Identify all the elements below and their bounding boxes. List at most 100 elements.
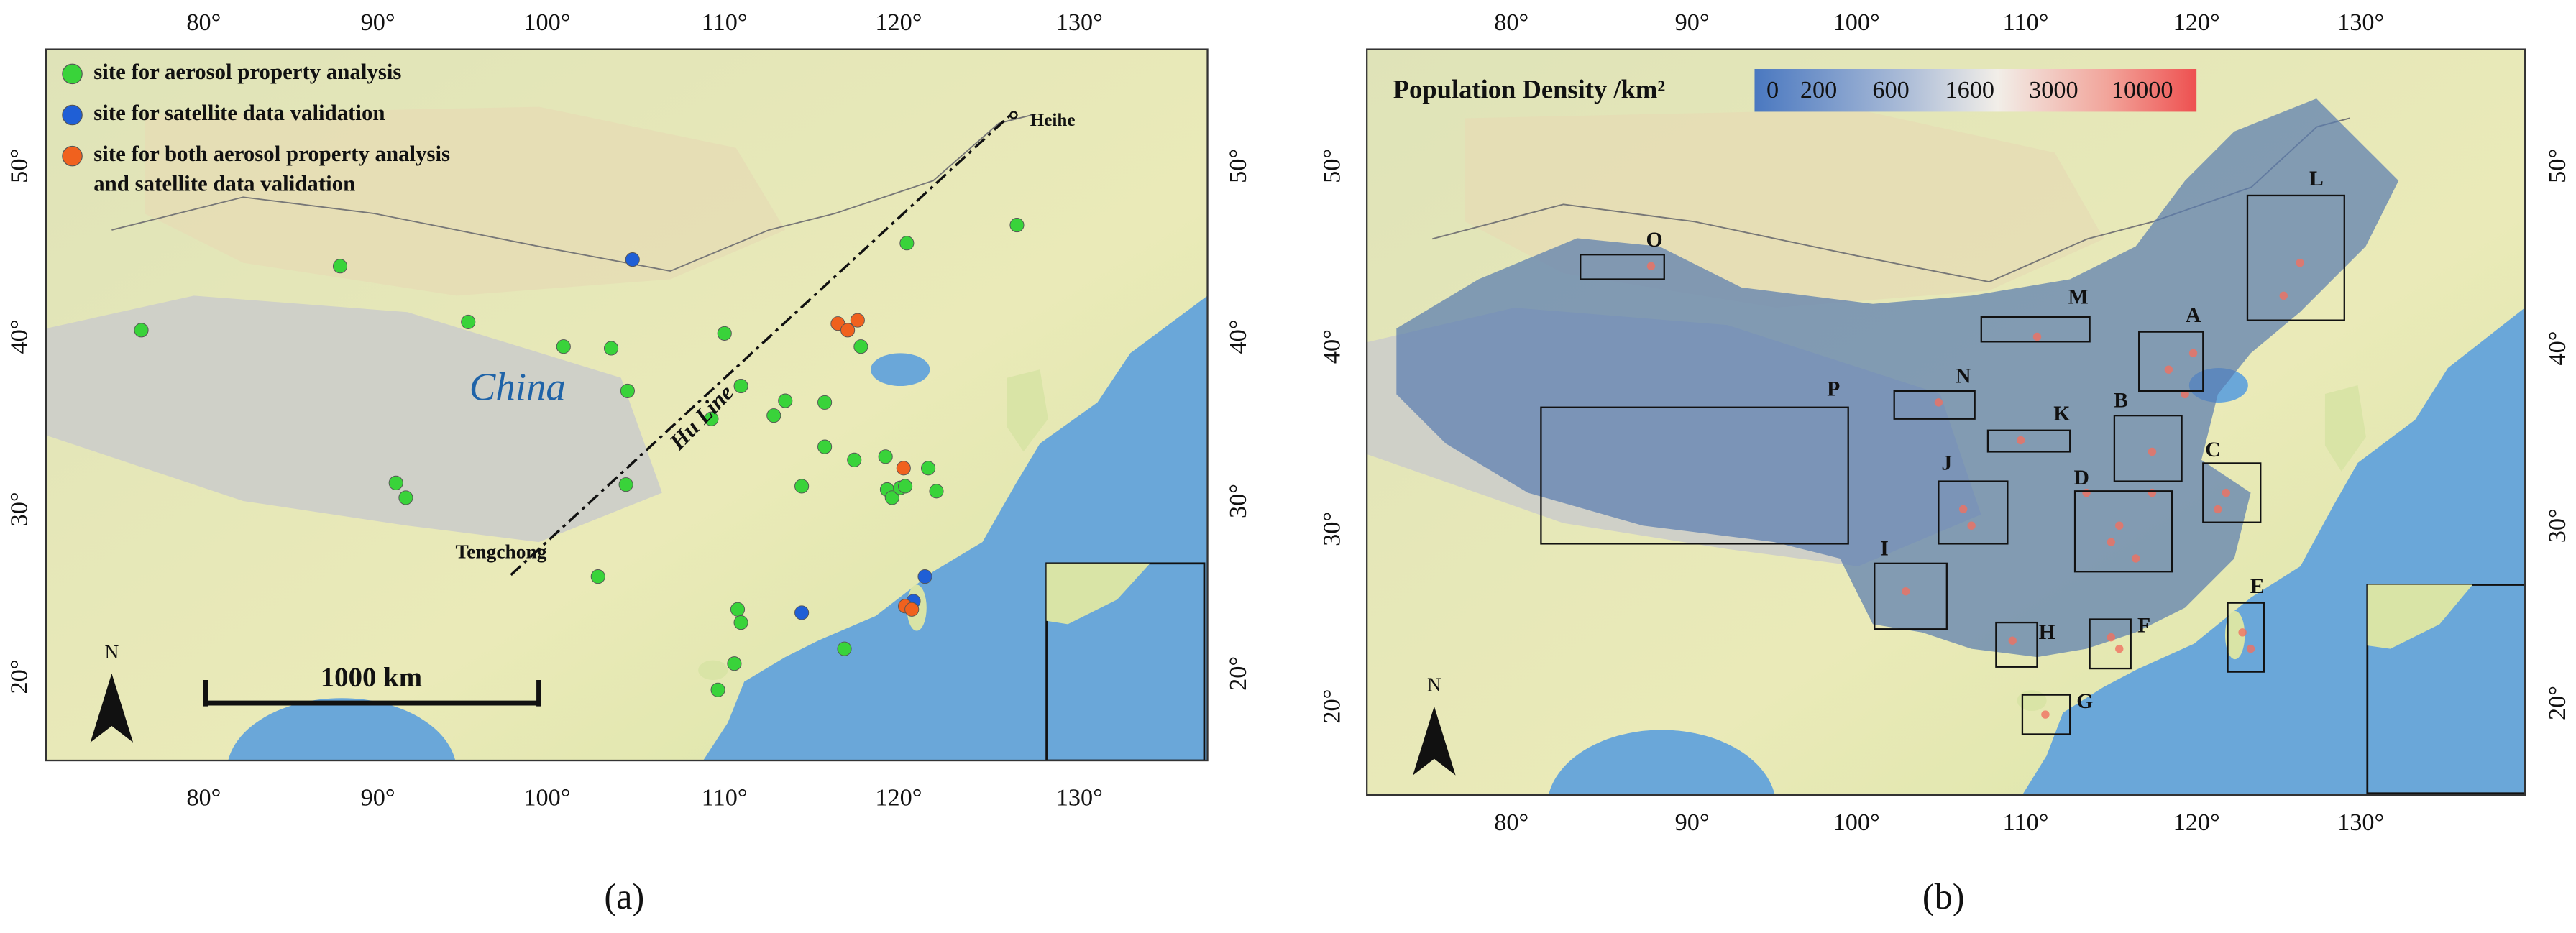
region-label: G [2076,690,2093,713]
caption: (a) [604,876,644,916]
lon-tick-label: 130° [2337,9,2384,36]
lat-tick-label: 20° [1318,689,1345,724]
country-label: China [469,364,566,408]
site-marker [837,641,852,656]
site-marker [590,569,605,584]
compass-label: N [1427,674,1441,695]
legend-label: site for aerosol property analysis [93,60,401,84]
density-hotspot [2041,710,2050,719]
colorbar-title: Population Density /km² [1393,74,1666,104]
lon-tick-label: 110° [2003,9,2049,36]
lon-tick-label: 80° [1494,809,1528,836]
lat-tick-label: 30° [1224,484,1252,518]
density-hotspot [2181,390,2189,399]
density-hotspot [2246,644,2255,653]
colorbar-tick-label: 0 [1766,76,1779,104]
region-label: C [2205,438,2220,461]
density-hotspot [2115,644,2124,653]
panel-b-frame [1366,48,2526,796]
region-box [1893,390,1976,420]
density-hotspot [2016,436,2025,445]
colorbar-tick-label: 600 [1872,76,1909,104]
site-marker [704,411,719,426]
region-label: E [2250,575,2265,598]
region-box [2227,602,2265,673]
lon-tick-label: 120° [2173,9,2220,36]
site-marker [794,479,810,494]
lon-tick-label: 100° [523,784,570,812]
site-marker [896,461,911,476]
region-box [2073,490,2173,573]
lon-tick-label: 110° [2003,809,2049,836]
region-label: H [2039,621,2055,644]
lat-tick-label: 50° [6,149,33,183]
site-marker [332,259,348,274]
lon-tick-label: 120° [875,784,922,812]
inset-land [2367,584,2473,649]
region-label: P [1827,378,1840,401]
lat-tick-label: 50° [1318,149,1345,183]
place-label: Heihe [1030,111,1076,130]
site-marker [884,490,899,505]
lat-tick-label: 30° [6,492,33,526]
site-marker [730,602,746,617]
lon-tick-label: 120° [2173,809,2220,836]
site-marker [878,449,893,464]
lon-tick-label: 80° [186,9,221,36]
site-marker [847,452,862,467]
region-box [1986,429,2071,453]
colorbar [1754,69,2197,112]
lat-tick-label: 50° [1224,149,1252,183]
region-box [1995,621,2038,668]
site-marker [710,682,725,697]
density-hotspot [2148,447,2157,456]
panel-b-map: Population Density /km² 0 200 600 1600 3000 10… [1367,49,2526,796]
density-hotspot [2148,488,2157,497]
region-label: D [2073,466,2089,490]
caption: (b) [1922,876,1965,916]
site-marker [794,605,810,620]
scale-label: 1000 km [321,662,422,693]
site-marker [388,475,403,490]
region-label: K [2053,403,2070,426]
lat-tick-label: 40° [2544,331,2571,365]
region-box [2138,331,2204,392]
region-label: B [2114,390,2128,413]
lon-tick-label: 80° [186,784,221,812]
site-marker [817,395,833,410]
region-box [2113,415,2183,482]
place-label: Tengchong [455,541,546,562]
region-label: F [2137,615,2150,638]
north-arrow [90,673,134,743]
density-hotspot [2238,628,2247,637]
compass-label: N [104,641,119,663]
legend-marker [62,104,83,126]
density-hotspot [2107,633,2116,642]
region-box [1980,316,2091,343]
site-marker [717,326,732,341]
density-hotspot [2115,521,2124,530]
region-label: I [1880,537,1889,560]
lat-tick-label: 20° [6,660,33,694]
panel-a-map: site for aerosol property analysis site f… [45,49,1208,761]
legend-marker [62,145,83,167]
lon-tick-label: 100° [1833,9,1880,36]
site-marker [733,378,748,394]
region-label: L [2309,167,2324,190]
lon-tick-label: 90° [361,9,395,36]
site-marker [1009,218,1025,233]
site-marker [817,439,833,454]
density-hotspot [1646,262,1656,270]
lon-tick-label: 90° [361,784,395,812]
region-box [1874,562,1948,630]
density-hotspot [1958,505,1968,514]
lon-tick-label: 100° [1833,809,1880,836]
site-marker [618,477,633,492]
colorbar-tick-label: 200 [1800,76,1837,104]
region-box [2021,694,2071,735]
density-hotspot [2188,349,2198,358]
region-box [2246,194,2345,321]
site-marker [398,490,413,505]
lon-tick-label: 130° [1056,784,1103,812]
